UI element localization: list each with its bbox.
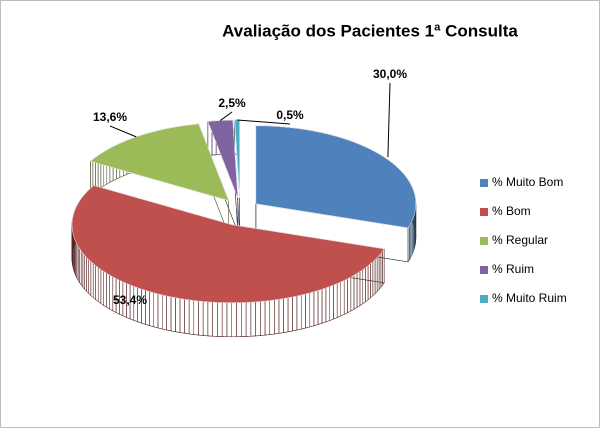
data-label: 2,5% (218, 96, 246, 110)
leader-line (237, 119, 291, 125)
legend-label: % Bom (492, 204, 531, 218)
legend-swatch (480, 237, 488, 245)
leader-line (387, 82, 391, 158)
slice (207, 119, 239, 199)
legend-swatch (480, 208, 488, 216)
leader-line (109, 125, 137, 138)
legend-swatch (480, 266, 488, 274)
legend-label: % Muito Bom (492, 175, 563, 189)
data-label: 30,0% (373, 67, 407, 81)
slice (89, 123, 230, 201)
slice (255, 125, 417, 229)
data-label: 13,6% (93, 110, 127, 124)
leader-line (219, 111, 233, 121)
legend-label: % Muito Ruim (492, 291, 567, 305)
legend-swatch (480, 295, 488, 303)
legend-label: % Regular (492, 233, 548, 247)
chart-title: Avaliação dos Pacientes 1ª Consulta (222, 21, 518, 40)
data-label: 0,5% (276, 108, 304, 122)
legend-label: % Ruim (492, 262, 534, 276)
slice (71, 185, 385, 304)
data-label: 53,4% (113, 293, 147, 307)
legend-swatch (480, 179, 488, 187)
